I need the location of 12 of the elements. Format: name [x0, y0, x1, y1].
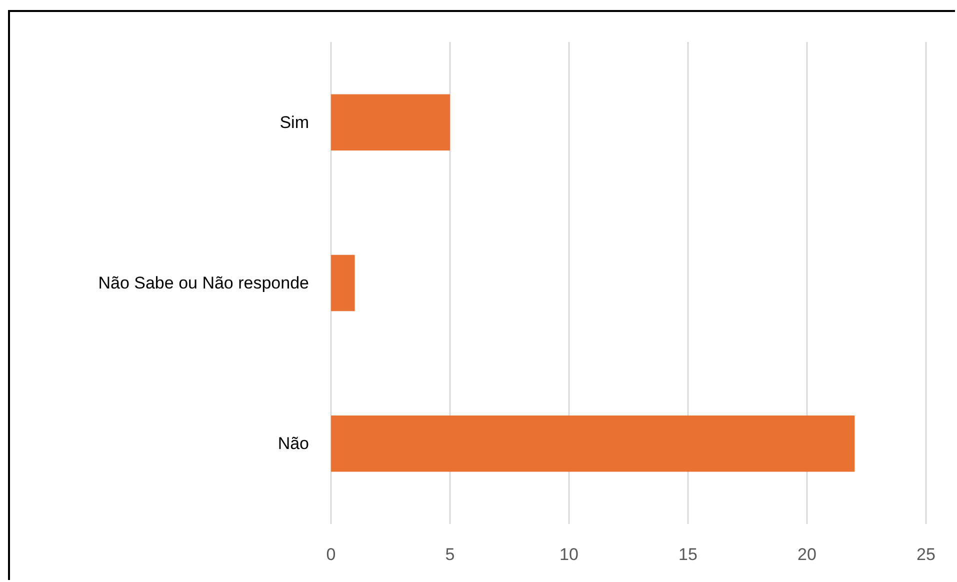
x-tick-label: 10: [560, 545, 578, 564]
y-tick-label: Sim: [280, 112, 309, 132]
bar: [331, 416, 855, 472]
bar: [331, 254, 355, 312]
bar: [331, 94, 450, 150]
x-tick-label: 5: [445, 545, 455, 564]
x-tick-label: 20: [798, 545, 816, 564]
y-tick-label: Não: [278, 434, 309, 454]
y-tick-label: Não Sabe ou Não responde: [98, 274, 309, 292]
x-tick-label: 15: [678, 545, 698, 564]
x-tick-label: 25: [916, 545, 936, 564]
x-tick-label: 0: [326, 545, 336, 564]
